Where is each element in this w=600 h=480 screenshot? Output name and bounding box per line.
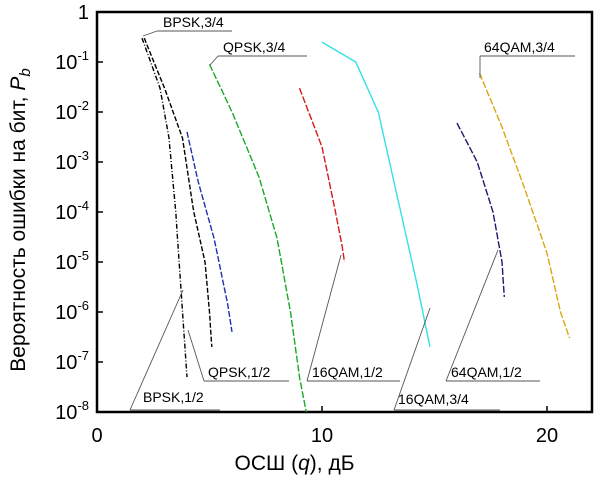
y-axis-title: Вероятность ошибки на бит, Pb	[7, 68, 34, 371]
y-tick-exponent: -3	[77, 148, 89, 163]
y-tick-exponent: -6	[77, 298, 89, 313]
x-axis-title-var: q	[298, 452, 310, 475]
series-label-qpsk-1-2: QPSK,1/2	[208, 364, 270, 380]
y-tick-label: 10-8	[55, 398, 89, 424]
y-tick-base: 10	[55, 152, 77, 174]
y-tick-label: 10-2	[55, 98, 89, 124]
series-label-16qam-1-2: 16QAM,1/2	[312, 364, 383, 380]
series-label-qpsk-3-4: QPSK,3/4	[223, 39, 285, 55]
y-tick-exponent: -4	[77, 198, 89, 213]
leader-line-64qam-1-2	[445, 249, 499, 382]
y-tick-base: 10	[55, 52, 77, 74]
series-label-bpsk-3-4: BPSK,3/4	[163, 14, 224, 30]
y-tick-exponent: -8	[77, 398, 89, 413]
series-line-qpsk-3-4	[208, 64, 307, 413]
y-tick-exponent: -5	[77, 248, 89, 263]
y-tick-label: 10-1	[55, 48, 89, 74]
y-tick-exponent: -1	[77, 48, 89, 63]
leader-line-qpsk-1-2	[187, 329, 205, 382]
y-tick-label: 10-4	[55, 198, 89, 224]
series-label-64qam-3-4: 64QAM,3/4	[484, 39, 555, 55]
leader-line-16qam-3-4	[393, 307, 431, 411]
series-label-bpsk-1-2: BPSK,1/2	[143, 389, 204, 405]
leader-line-16qam-1-2	[306, 254, 342, 382]
x-axis-title: ОСШ (q), дБ	[235, 452, 355, 475]
series-line-bpsk-1-2	[141, 37, 188, 378]
x-axis-title-pre: ОСШ (	[235, 452, 299, 475]
y-tick-base: 1	[78, 2, 89, 24]
y-tick-base: 10	[55, 102, 77, 124]
x-tick-label: 20	[536, 425, 558, 447]
y-tick-label: 10-6	[55, 298, 89, 324]
y-tick-label: 10-3	[55, 148, 89, 174]
x-tick-label: 10	[311, 425, 333, 447]
y-tick-base: 10	[55, 402, 77, 424]
series-line-16qam-1-2	[298, 87, 346, 263]
series-line-64qam-3-4	[478, 72, 571, 339]
series-line-bpsk-3-4	[143, 37, 213, 347]
x-tick-label: 0	[91, 425, 102, 447]
series-line-qpsk-1-2	[186, 131, 233, 333]
y-tick-exponent: -7	[77, 348, 89, 363]
y-tick-base: 10	[55, 252, 77, 274]
series-line-16qam-3-4	[321, 41, 431, 348]
plot-frame	[95, 10, 594, 414]
x-axis-title-post: ), дБ	[310, 452, 355, 475]
series-line-64qam-1-2	[456, 122, 505, 297]
leader-line-bpsk-3-4	[142, 30, 158, 37]
y-tick-label: 1	[78, 2, 89, 24]
y-tick-base: 10	[55, 352, 77, 374]
leader-line-bpsk-1-2	[129, 289, 184, 411]
y-tick-base: 10	[55, 202, 77, 224]
y-axis-title-var: P	[7, 77, 30, 91]
y-tick-label: 10-5	[55, 248, 89, 274]
series-label-64qam-1-2: 64QAM,1/2	[451, 364, 522, 380]
y-axis-title-pre: Вероятность ошибки на бит,	[7, 91, 30, 372]
series-label-16qam-3-4: 16QAM,3/4	[398, 391, 469, 407]
y-tick-base: 10	[55, 302, 77, 324]
leader-line-qpsk-3-4	[209, 55, 219, 66]
y-axis-title-sub: b	[17, 68, 34, 76]
y-tick-exponent: -2	[77, 98, 89, 113]
y-tick-label: 10-7	[55, 348, 89, 374]
